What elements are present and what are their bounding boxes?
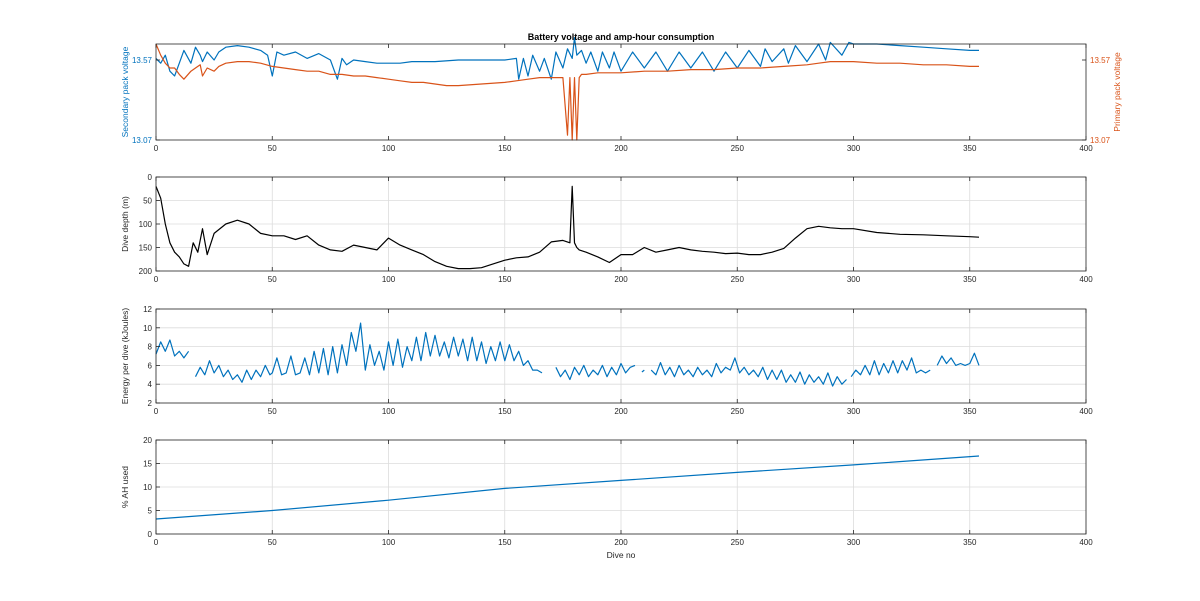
panel-2 bbox=[155, 176, 1087, 272]
x-tick-label: 350 bbox=[963, 144, 977, 153]
y-tick-label: 20 bbox=[143, 436, 152, 445]
x-tick-label: 100 bbox=[382, 538, 396, 547]
x-tick-label: 250 bbox=[731, 538, 745, 547]
y-tick-label: 5 bbox=[148, 507, 153, 516]
x-tick-label: 300 bbox=[847, 407, 861, 416]
y-tick-label: 13.57 bbox=[132, 56, 153, 65]
x-tick-label: 150 bbox=[498, 538, 512, 547]
axes-frame bbox=[155, 43, 1087, 141]
y-tick-label: 10 bbox=[143, 324, 152, 333]
panel-3 bbox=[155, 308, 1087, 404]
x-tick-label: 400 bbox=[1079, 275, 1093, 284]
y-axis-label: Secondary pack voltage bbox=[120, 46, 130, 137]
series-line bbox=[155, 185, 980, 270]
y-tick-label: 0 bbox=[148, 530, 153, 539]
x-tick-label: 50 bbox=[268, 275, 277, 284]
y-tick-label: 150 bbox=[139, 244, 153, 253]
x-tick-label: 100 bbox=[382, 275, 396, 284]
x-tick-label: 50 bbox=[268, 144, 277, 153]
series-line bbox=[155, 43, 979, 141]
y-tick-label: 4 bbox=[148, 380, 153, 389]
y-axis-label: % AH used bbox=[120, 466, 130, 508]
x-tick-label: 250 bbox=[731, 275, 745, 284]
x-tick-label: 200 bbox=[614, 407, 628, 416]
series-line-segment bbox=[850, 357, 931, 378]
y-tick-label: 0 bbox=[148, 173, 153, 182]
x-tick-label: 200 bbox=[614, 538, 628, 547]
x-tick-label: 100 bbox=[382, 407, 396, 416]
x-tick-label: 150 bbox=[498, 407, 512, 416]
y-tick-label: 100 bbox=[139, 220, 153, 229]
x-tick-label: 0 bbox=[154, 407, 159, 416]
x-axis-label: Dive no bbox=[607, 550, 636, 560]
y-tick-label: 6 bbox=[148, 361, 153, 370]
x-tick-label: 50 bbox=[268, 538, 277, 547]
series-line-segment bbox=[555, 362, 636, 381]
x-tick-label: 300 bbox=[847, 144, 861, 153]
x-tick-label: 400 bbox=[1079, 144, 1093, 153]
panel-4 bbox=[155, 439, 1087, 535]
x-tick-label: 350 bbox=[963, 275, 977, 284]
x-tick-label: 400 bbox=[1079, 538, 1093, 547]
series-line-segment bbox=[194, 322, 543, 383]
x-tick-label: 0 bbox=[154, 275, 159, 284]
x-tick-label: 350 bbox=[963, 407, 977, 416]
series-line-segment bbox=[155, 339, 190, 359]
x-tick-label: 0 bbox=[154, 144, 159, 153]
x-tick-label: 100 bbox=[382, 144, 396, 153]
x-tick-label: 50 bbox=[268, 407, 277, 416]
x-tick-label: 350 bbox=[963, 538, 977, 547]
x-tick-label: 250 bbox=[731, 407, 745, 416]
x-tick-label: 0 bbox=[154, 538, 159, 547]
y-tick-label: 8 bbox=[148, 343, 153, 352]
y-tick-label: 10 bbox=[143, 483, 152, 492]
series-line-segment bbox=[936, 352, 980, 366]
y-axis-label: Dive depth (m) bbox=[120, 196, 130, 252]
panel-1 bbox=[155, 36, 1087, 141]
series-line bbox=[155, 455, 980, 520]
y-axis-label: Energy per dive (kJoules) bbox=[120, 308, 130, 405]
x-tick-label: 150 bbox=[498, 275, 512, 284]
y-right-axis-label: Primary pack voltage bbox=[1112, 52, 1122, 132]
y-tick-label: 50 bbox=[143, 197, 152, 206]
y-tick-label: 2 bbox=[148, 399, 153, 408]
series-line-segment bbox=[641, 369, 645, 373]
y-right-tick-label: 13.07 bbox=[1090, 136, 1111, 145]
x-tick-label: 200 bbox=[614, 144, 628, 153]
series-line-segment bbox=[650, 357, 847, 387]
y-tick-label: 12 bbox=[143, 305, 152, 314]
y-tick-label: 13.07 bbox=[132, 136, 153, 145]
series-line bbox=[155, 36, 979, 80]
y-right-tick-label: 13.57 bbox=[1090, 56, 1111, 65]
x-tick-label: 400 bbox=[1079, 407, 1093, 416]
chart-title: Battery voltage and amp-hour consumption bbox=[528, 32, 715, 42]
x-tick-label: 200 bbox=[614, 275, 628, 284]
x-tick-label: 300 bbox=[847, 538, 861, 547]
y-tick-label: 15 bbox=[143, 460, 152, 469]
x-tick-label: 250 bbox=[731, 144, 745, 153]
y-tick-label: 200 bbox=[139, 267, 153, 276]
x-tick-label: 150 bbox=[498, 144, 512, 153]
x-tick-label: 300 bbox=[847, 275, 861, 284]
